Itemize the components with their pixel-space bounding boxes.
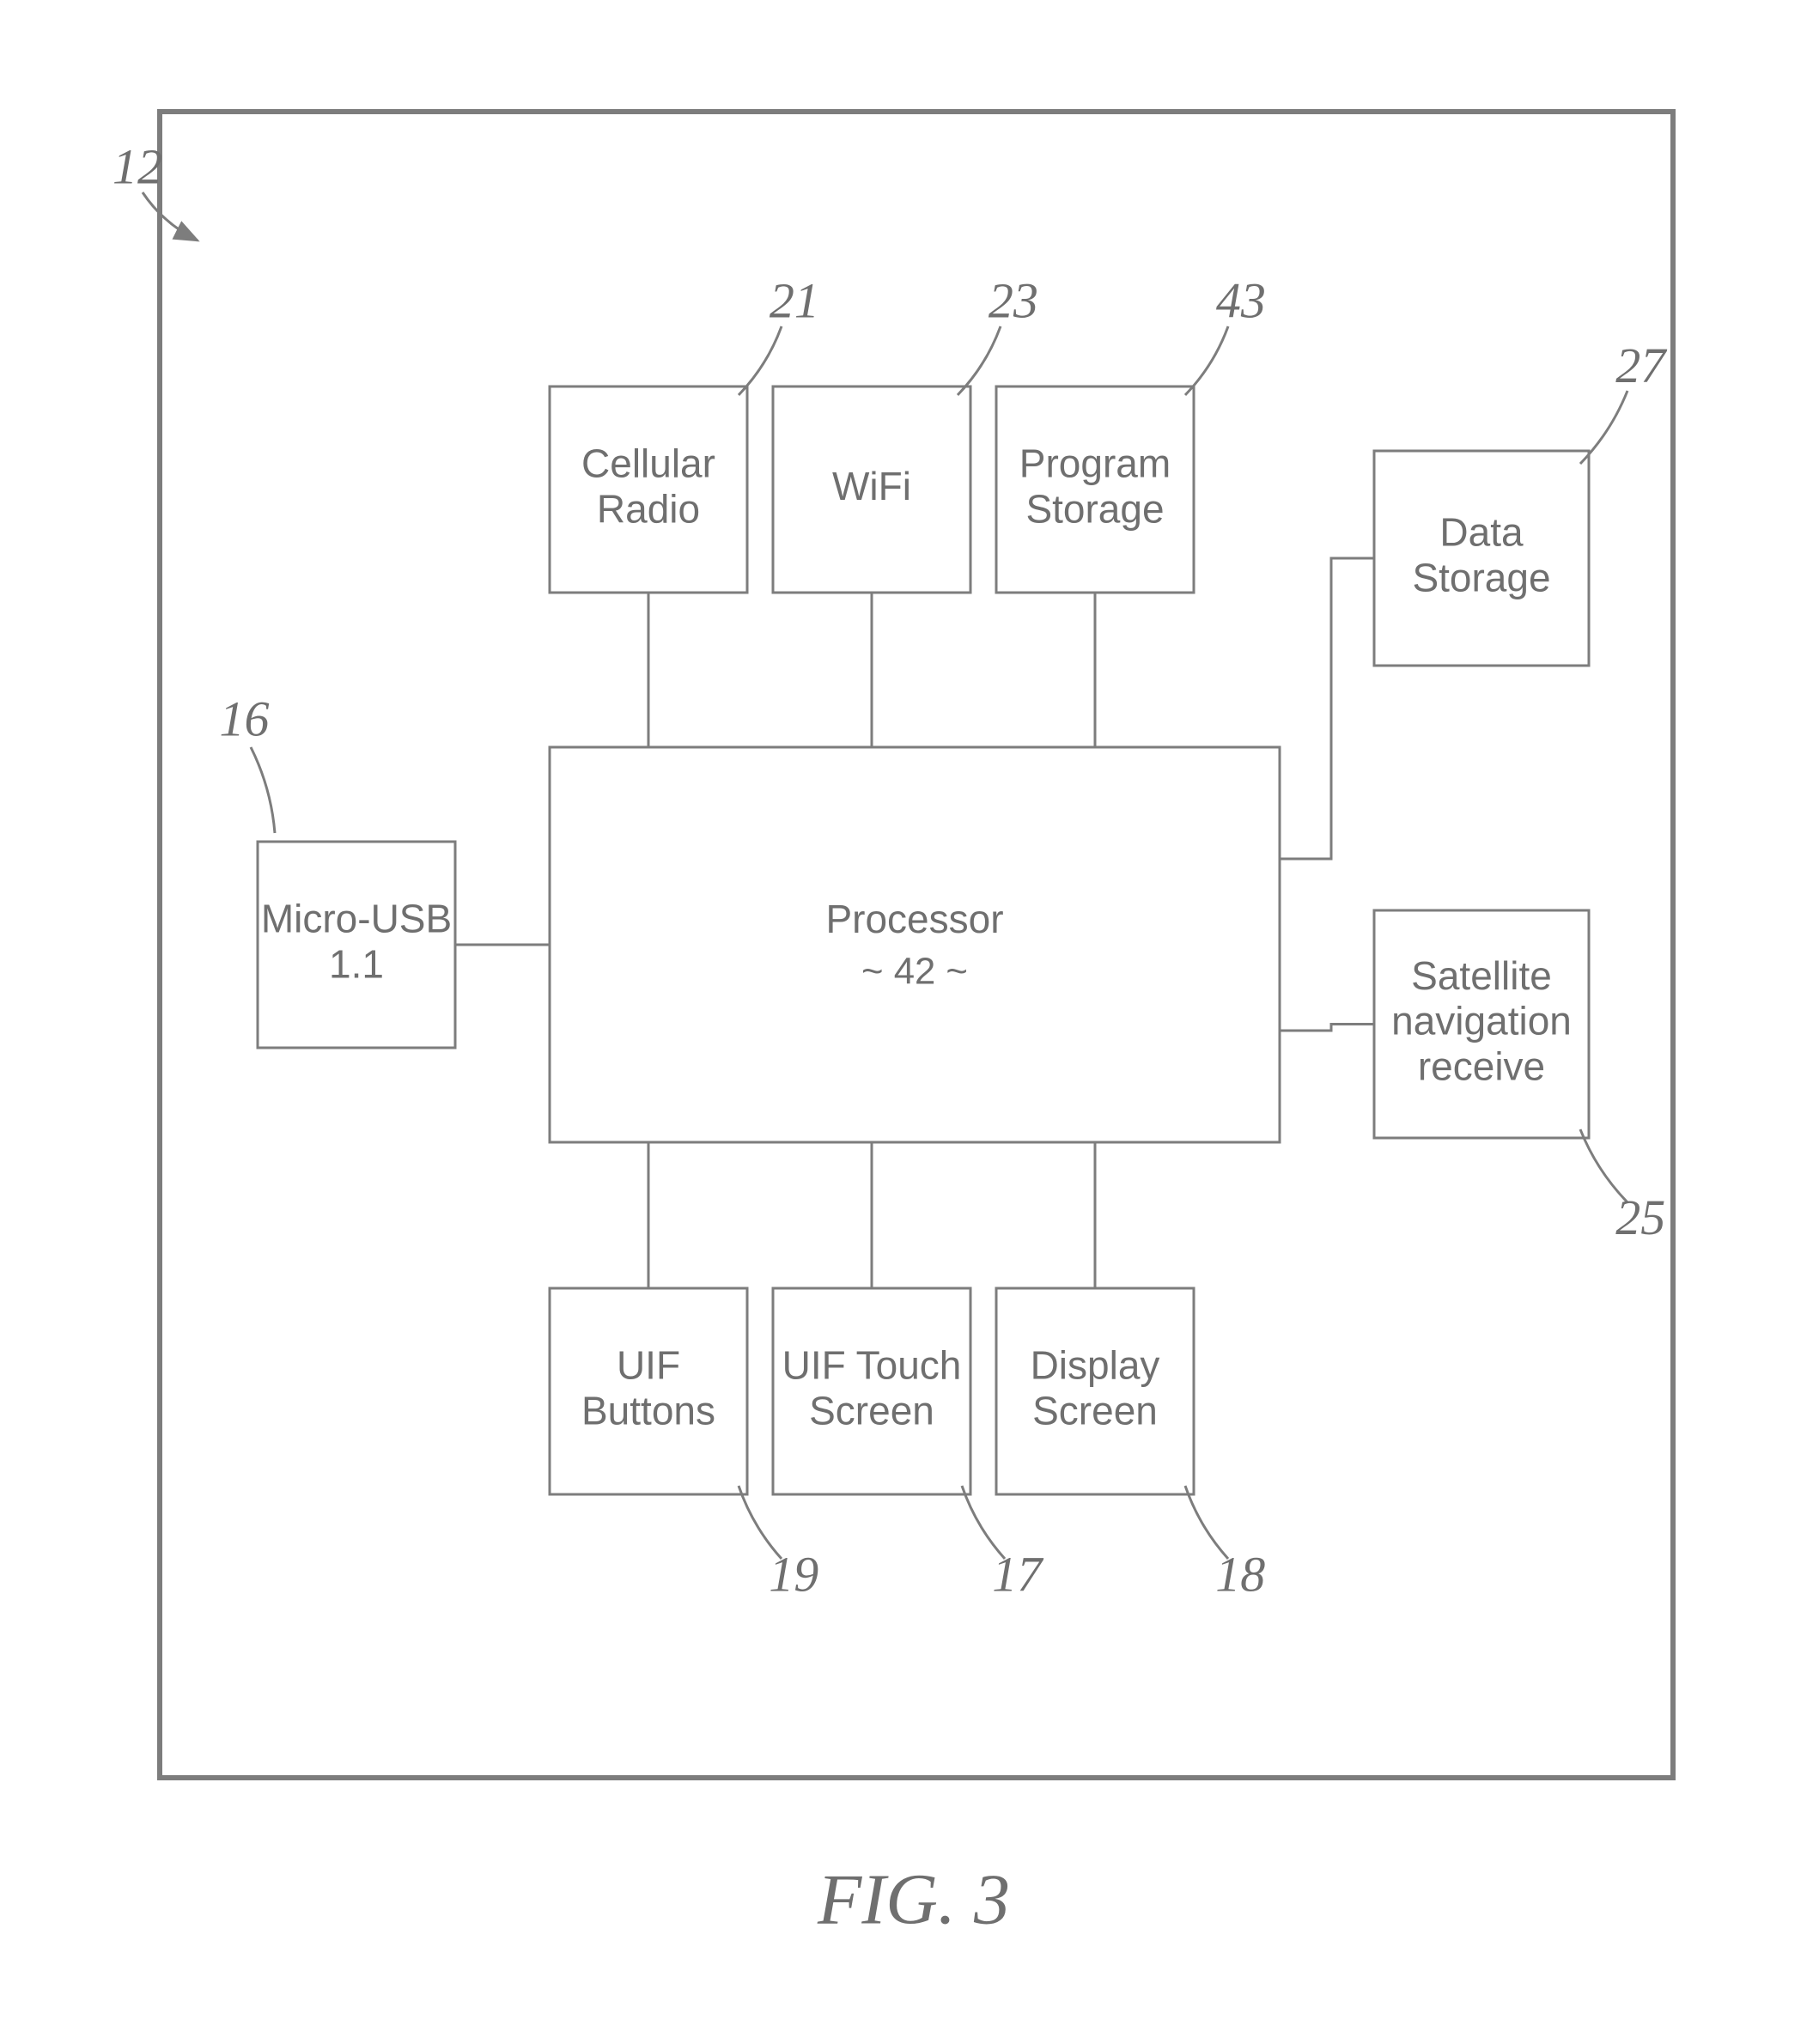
- svg-text:~ 42 ~: ~ 42 ~: [861, 951, 968, 993]
- svg-text:UIF Touch: UIF Touch: [782, 1343, 962, 1388]
- sat-nav-ref: 25: [1615, 1189, 1665, 1245]
- figure-ref-12: 12: [113, 138, 162, 194]
- uif-buttons-ref: 19: [769, 1546, 818, 1602]
- svg-text:1.1: 1.1: [329, 942, 384, 987]
- figure-caption: FIG. 3: [817, 1859, 1010, 1939]
- figure-ref-arrow: [143, 192, 198, 240]
- processor-label: Processor: [825, 897, 1003, 941]
- svg-text:WiFi: WiFi: [832, 464, 911, 508]
- svg-text:navigation: navigation: [1391, 999, 1572, 1043]
- micro-usb-ref: 16: [219, 690, 269, 746]
- svg-text:Data: Data: [1439, 510, 1524, 555]
- svg-text:Satellite: Satellite: [1411, 953, 1552, 998]
- uif-touch-ref: 17: [992, 1546, 1043, 1602]
- processor-box: [550, 747, 1280, 1142]
- svg-text:Screen: Screen: [809, 1389, 934, 1433]
- program-storage-ref: 43: [1216, 273, 1266, 329]
- data-storage-connector: [1280, 558, 1374, 859]
- svg-text:Screen: Screen: [1032, 1389, 1158, 1433]
- sat-nav-connector: [1280, 1025, 1374, 1031]
- processor-sublabel: ~ 42 ~: [861, 951, 968, 993]
- svg-text:UIF: UIF: [617, 1343, 680, 1388]
- wifi-ref: 23: [989, 273, 1038, 329]
- svg-text:receive: receive: [1418, 1044, 1545, 1089]
- svg-text:Buttons: Buttons: [581, 1389, 715, 1433]
- svg-text:Cellular: Cellular: [581, 441, 715, 486]
- display-screen-ref: 18: [1215, 1546, 1265, 1602]
- svg-text:Storage: Storage: [1025, 487, 1164, 532]
- svg-text:Radio: Radio: [597, 487, 700, 532]
- data-storage-ref: 27: [1615, 338, 1667, 393]
- svg-text:Program: Program: [1019, 441, 1171, 486]
- svg-text:Micro-USB: Micro-USB: [261, 897, 452, 941]
- svg-text:Display: Display: [1031, 1343, 1160, 1388]
- svg-text:Storage: Storage: [1412, 556, 1550, 600]
- cellular-radio-ref: 21: [770, 273, 819, 329]
